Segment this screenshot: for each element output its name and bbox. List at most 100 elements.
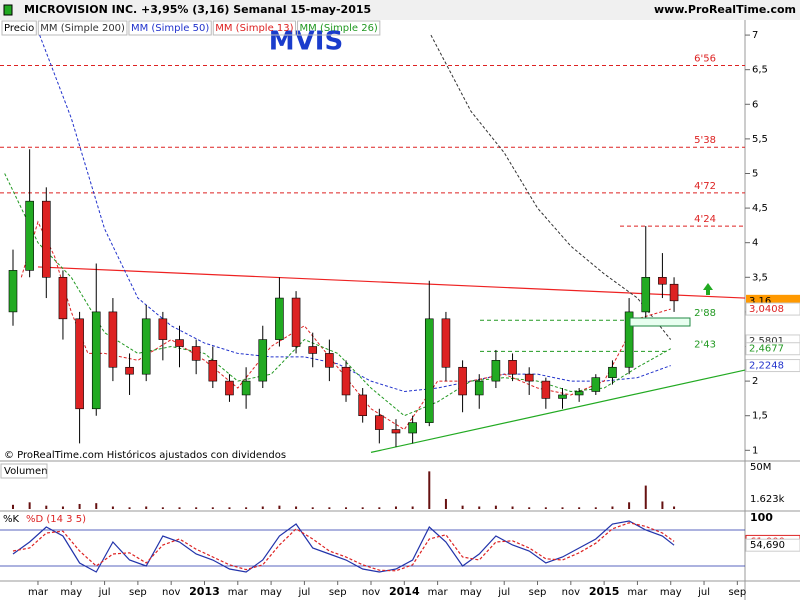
candle-body [58,276,68,320]
candle-body [91,311,101,410]
candle-body [41,200,51,278]
header: MICROVISION INC. +3,95% (3,16) Semanal 1… [24,3,371,16]
candle-body [125,366,134,375]
x-tick-label: sep [728,587,746,598]
x-tick-label: may [660,587,682,598]
volume-bar [673,506,676,509]
volume-bar [111,506,114,509]
candle-body [241,380,251,396]
level-label: 6'56 [694,54,716,65]
candle-body [474,380,484,396]
volume-bar [345,507,348,509]
price-flag-label: 3,16 [749,296,771,307]
level-label: 2'88 [694,308,716,319]
candle-body [375,415,384,430]
candle-body [275,297,284,340]
candle-body [591,377,601,392]
level-label: 4'24 [694,214,716,225]
header-bar [0,0,800,20]
volume-bar [544,507,547,509]
y-tick-label: 4,5 [752,203,768,214]
candle-body [75,318,84,410]
legend-box [1,20,37,36]
arrow-icon [703,283,713,295]
legend-box [37,20,128,36]
x-tick-label: 2015 [589,585,620,598]
volume-bar [11,504,14,509]
panel-label: Volumen [4,466,48,477]
y-tick-label: 4 [752,238,758,249]
candle-body [175,339,184,347]
price-flag-label: 2,2248 [749,361,784,372]
candle-body [574,391,584,396]
price-flag [745,359,800,373]
price-flag-label: 2,5801 [749,336,784,347]
candle-body [208,360,218,382]
volume-bar [611,506,614,509]
volume-bar [378,507,381,509]
legend-entry: MM (Simple 26) [300,23,378,34]
volume-bar [128,507,131,509]
volume-bar [61,506,64,509]
y-tick-label: 6,5 [752,65,768,76]
volume-bar [461,505,464,509]
volume-bar [494,505,497,509]
candle-body [541,380,551,399]
trend-line [370,369,746,453]
candle-body [408,422,417,434]
y-tick-label: 1 [752,445,758,456]
legend-entry: MM (Simple 13) [215,23,293,34]
x-tick-label: nov [362,587,380,598]
volume-bar [578,507,581,509]
stoch-line [12,520,675,573]
volume-bar [95,503,98,509]
value-flag [745,538,800,552]
highlight-box [629,317,691,327]
candle-body [458,366,467,396]
y-tick-label: 7 [752,30,758,41]
x-tick-label: may [260,587,282,598]
candle-body [141,318,151,375]
x-tick-label: jul [98,587,111,598]
candle-body [325,353,334,368]
price-flag-label: 2,4677 [749,344,784,355]
price-flag [745,302,800,316]
volume-bar [195,507,198,509]
candle-body [658,276,667,285]
volume-bar [528,507,531,509]
candle-body [558,394,567,399]
panel-label: %D (14 3 5) [26,514,86,525]
candle-body [358,394,367,417]
volume-bar [561,507,564,509]
icon [3,4,13,16]
volume-bar [444,498,447,509]
candle-body [391,429,401,434]
x-tick-label: may [60,587,82,598]
candle-body [424,318,434,423]
site: www.ProRealTime.com [654,3,796,16]
x-tick-label: jul [697,587,710,598]
y-tick-label: 2 [752,376,758,387]
chart-title: MVIS [269,27,343,57]
x-tick-label: mar [28,587,49,598]
candle-body [641,276,651,313]
candle-body [25,200,34,271]
volume-bar [661,501,664,509]
x-tick-label: 2013 [189,585,220,598]
x-tick-label: sep [129,587,147,598]
price-flag [745,342,800,356]
level-label: 5'38 [694,135,716,146]
volume-bar [211,507,214,509]
x-tick-label: 2014 [389,585,420,598]
value-flag-label: 54,690 [750,540,785,551]
volume-bar [78,503,81,509]
volume-bar [478,506,481,509]
candle-body [291,297,301,347]
stoch-line [12,522,675,572]
candle-body [491,360,501,382]
volume-bar [178,507,181,509]
y-tick-label: 5,5 [752,134,768,145]
volume-note: 1.623k [750,494,785,505]
